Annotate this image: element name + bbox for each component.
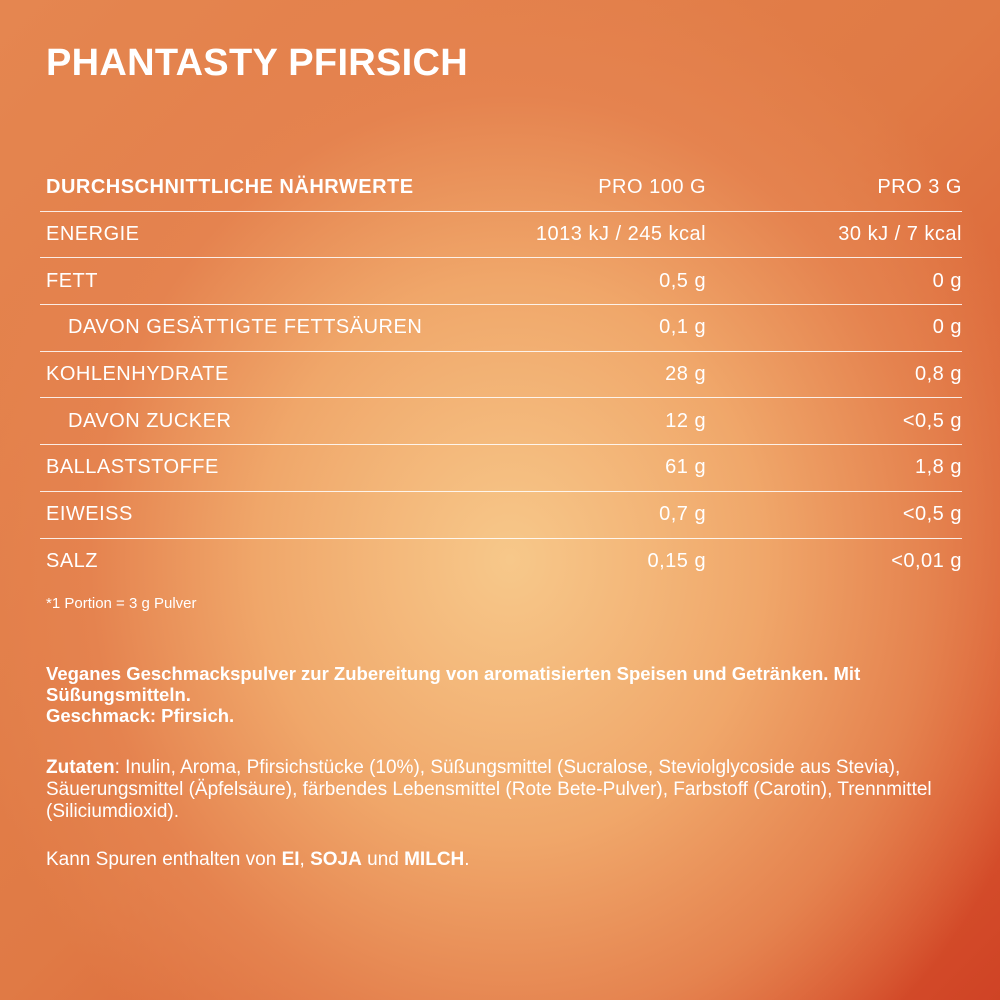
table-row: SALZ 0,15 g <0,01 g <box>40 539 962 586</box>
nutrition-table: DURCHSCHNITTLICHE NÄHRWERTE PRO 100 G PR… <box>40 165 962 585</box>
allergen-sep: , <box>299 849 311 870</box>
ingredients: Zutaten: Inulin, Aroma, Pfirsichstücke (… <box>46 757 966 823</box>
value-per-100g: 12 g <box>665 409 707 432</box>
header-per-3g: PRO 3 G <box>877 176 962 199</box>
table-row: DAVON GESÄTTIGTE FETTSÄUREN 0,1 g 0 g <box>40 305 962 352</box>
value-per-3g: <0,5 g <box>902 409 962 432</box>
nutrient-label: BALLASTSTOFFE <box>46 456 219 479</box>
description-text: Veganes Geschmackspulver zur Zubereitung… <box>46 663 861 705</box>
nutrient-label: KOHLENHYDRATE <box>46 363 229 386</box>
header-per-100g: PRO 100 G <box>598 176 707 199</box>
table-row: ENERGIE 1013 kJ / 245 kcal 30 kJ / 7 kcal <box>40 212 962 259</box>
value-per-3g: 0,8 g <box>915 363 962 386</box>
flavor-text: Geschmack: Pfirsich. <box>46 705 235 726</box>
nutrient-label: DAVON ZUCKER <box>68 409 232 432</box>
nutrient-label: SALZ <box>46 550 99 573</box>
table-row: KOHLENHYDRATE 28 g 0,8 g <box>40 352 962 399</box>
value-per-3g: <0,5 g <box>902 503 962 526</box>
table-header: DURCHSCHNITTLICHE NÄHRWERTE PRO 100 G PR… <box>40 165 962 212</box>
allergen-sep: und <box>361 849 405 870</box>
value-per-100g: 28 g <box>665 363 707 386</box>
ingredients-text: : Inulin, Aroma, Pfirsichstücke (10%), S… <box>46 757 932 822</box>
header-nutrient: DURCHSCHNITTLICHE NÄHRWERTE <box>46 176 414 199</box>
allergen-prefix: Kann Spuren enthalten von <box>46 849 282 870</box>
nutrient-label: ENERGIE <box>46 223 140 246</box>
allergen-notice: Kann Spuren enthalten von EI, SOJA und M… <box>46 849 470 871</box>
value-per-3g: 0 g <box>932 269 962 292</box>
nutrient-label: DAVON GESÄTTIGTE FETTSÄUREN <box>68 316 423 339</box>
table-row: DAVON ZUCKER 12 g <0,5 g <box>40 398 962 446</box>
allergen-egg: EI <box>281 849 300 870</box>
page-title: PHANTASTY PFIRSICH <box>46 42 469 84</box>
value-per-3g: 1,8 g <box>915 456 962 479</box>
value-per-100g: 0,5 g <box>659 269 707 292</box>
allergen-soy: SOJA <box>310 849 362 870</box>
ingredients-label: Zutaten <box>46 757 115 778</box>
value-per-100g: 61 g <box>665 456 707 479</box>
value-per-3g: 0 g <box>932 316 962 339</box>
nutrient-label: EIWEISS <box>46 503 133 526</box>
value-per-100g: 0,15 g <box>647 550 707 573</box>
table-row: EIWEISS 0,7 g <0,5 g <box>40 492 962 539</box>
footnote: *1 Portion = 3 g Pulver <box>46 595 197 612</box>
value-per-3g: <0,01 g <box>891 550 962 573</box>
table-row: BALLASTSTOFFE 61 g 1,8 g <box>40 445 962 492</box>
nutrient-label: FETT <box>46 269 98 292</box>
table-row: FETT 0,5 g 0 g <box>40 258 962 306</box>
value-per-100g: 0,7 g <box>659 503 707 526</box>
allergen-end: . <box>464 849 470 870</box>
value-per-100g: 1013 kJ / 245 kcal <box>535 223 707 246</box>
value-per-3g: 30 kJ / 7 kcal <box>838 223 962 246</box>
allergen-milk: MILCH <box>404 849 465 870</box>
value-per-100g: 0,1 g <box>659 316 707 339</box>
product-description: Veganes Geschmackspulver zur Zubereitung… <box>46 663 966 726</box>
